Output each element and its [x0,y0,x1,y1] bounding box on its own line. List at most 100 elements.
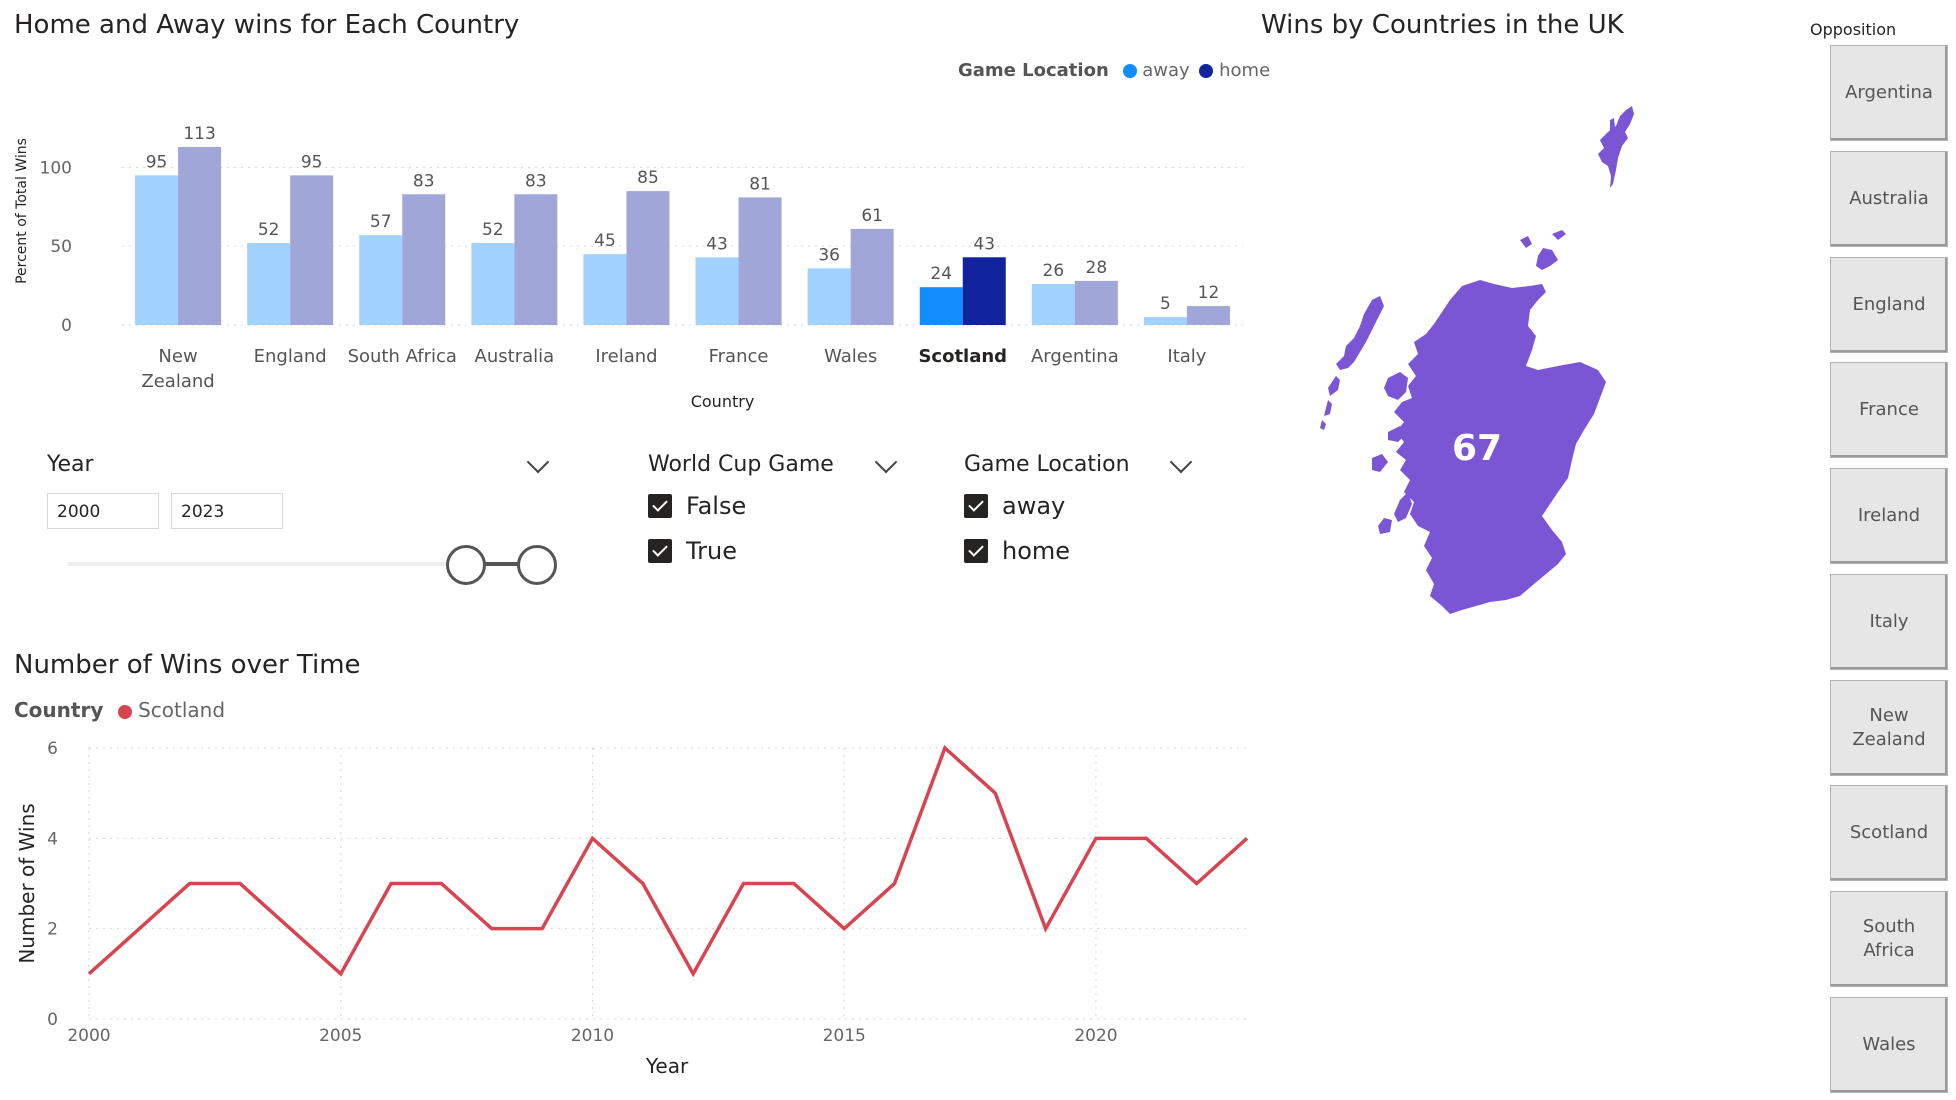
bar-home [1074,280,1118,325]
bar-data-label: 85 [637,168,659,188]
location-option-home[interactable]: home [964,536,1070,566]
bar-away [359,235,403,325]
worldcup-option-false[interactable]: False [648,491,746,521]
location-slicer-title: Game Location [964,452,1130,477]
bar-legend-title: Game Location [958,60,1109,81]
bar-home [962,257,1006,325]
bar-chart-title: Home and Away wins for Each Country [14,10,520,40]
legend-dot-home [1199,64,1214,78]
bar-away [1143,317,1187,325]
bar-away [807,268,851,325]
legend-label-scotland: Scotland [138,698,226,722]
opposition-button-wales[interactable]: Wales [1830,997,1948,1093]
worldcup-option-true[interactable]: True [648,536,737,566]
legend-item-scotland[interactable]: Scotland [117,698,226,722]
legend-label-away: away [1142,60,1190,81]
year-range-fill [466,562,536,566]
year-range-end-handle[interactable] [517,545,557,585]
bar-category-label: Argentina [1031,346,1119,367]
line-y-tick-label: 6 [47,739,58,759]
bar-y-tick-label: 50 [50,237,72,257]
map-value-label: 67 [1452,428,1502,469]
bar-data-label: 26 [1043,261,1065,281]
location-option-away[interactable]: away [964,491,1065,521]
scotland-map[interactable]: 67 [1280,100,1640,640]
bar-data-label: 45 [594,231,616,251]
checkbox-icon[interactable] [964,539,988,563]
bar-home [514,194,558,325]
bar-data-label: 95 [146,152,168,172]
bar-chart-legend: Game Location away home [958,60,1270,81]
opposition-button-australia[interactable]: Australia [1830,151,1948,247]
bar-data-label: 12 [1198,283,1220,303]
legend-dot-away [1122,64,1137,78]
worldcup-slicer-title: World Cup Game [648,452,834,477]
bar-data-label: 81 [749,174,771,194]
bar-x-axis-title: Country [691,392,755,411]
legend-label-home: home [1219,60,1271,81]
bar-chart[interactable]: 0 50 100 Percent of Total Wins Country 95 113 N… [0,90,1260,420]
bar-home [626,191,670,325]
worldcup-slicer-chevron-icon[interactable] [874,450,898,474]
year-to-input[interactable]: 2023 [171,493,283,529]
year-range-start-handle[interactable] [446,545,486,585]
bar-data-label: 95 [301,152,323,172]
line-y-axis-title: Number of Wins [15,803,39,963]
checkbox-icon[interactable] [648,539,672,563]
bar-category-label: France [709,346,769,367]
opposition-button-france[interactable]: France [1830,362,1948,458]
scotland-region[interactable] [1320,106,1634,614]
bar-data-label: 5 [1160,294,1171,314]
bar-away [247,243,291,325]
bar-away [695,257,739,325]
checkbox-icon[interactable] [964,494,988,518]
line-x-tick-label: 2010 [571,1026,614,1046]
bar-category-label: Australia [475,346,555,367]
bar-data-label: 61 [861,206,883,226]
opposition-slicer-title: Opposition [1810,20,1897,39]
bar-away [1031,284,1075,325]
line-x-axis-title: Year [645,1054,689,1078]
year-range-track[interactable] [67,562,547,566]
opposition-button-england[interactable]: England [1830,257,1948,353]
line-x-tick-label: 2000 [67,1026,110,1046]
bar-data-label: 24 [930,264,952,284]
opposition-button-scotland[interactable]: Scotland [1830,785,1948,881]
line-chart[interactable]: 0 2 4 6 2000 2005 2010 2015 2020 Number of Wins Ye… [0,730,1260,1090]
location-slicer-chevron-icon[interactable] [1169,450,1193,474]
opposition-button-south-africa[interactable]: South Africa [1830,891,1948,987]
bar-home [738,197,782,325]
opposition-button-italy[interactable]: Italy [1830,574,1948,670]
bar-category-label: Italy [1167,346,1206,367]
opposition-button-ireland[interactable]: Ireland [1830,468,1948,564]
bar-data-label: 28 [1086,258,1108,278]
bar-category-label: Zealand [141,371,214,392]
location-option-label: away [1002,492,1066,520]
bar-category-label: Wales [824,346,877,367]
bar-category-label: Scotland [918,346,1007,367]
bar-data-label: 83 [413,171,435,191]
bar-away [471,243,515,325]
year-from-input[interactable]: 2000 [47,493,159,529]
bar-data-label: 36 [818,245,840,265]
year-slicer-chevron-icon[interactable] [526,450,550,474]
bar-category-label: South Africa [348,346,457,367]
line-x-tick-label: 2020 [1074,1026,1117,1046]
legend-item-away[interactable]: away [1122,60,1196,81]
line-y-tick-label: 0 [47,1010,58,1030]
location-option-label: home [1002,537,1071,565]
worldcup-option-label: False [686,492,747,520]
legend-item-home[interactable]: home [1199,60,1270,81]
bar-category-label: England [254,346,327,367]
opposition-button-argentina[interactable]: Argentina [1830,45,1948,141]
line-x-tick-label: 2005 [319,1026,362,1046]
bar-home [290,175,334,325]
year-slicer-title: Year [47,452,94,477]
bar-home [1186,306,1230,325]
bar-y-axis-title: Percent of Total Wins [14,138,30,284]
bar-y-tick-label: 0 [61,316,72,336]
bar-away [583,254,627,325]
bar-data-label: 83 [525,171,547,191]
opposition-button-new-zealand[interactable]: New Zealand [1830,680,1948,776]
checkbox-icon[interactable] [648,494,672,518]
